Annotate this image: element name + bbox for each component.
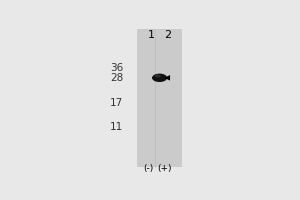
Text: (-): (-): [143, 164, 153, 173]
Text: 36: 36: [110, 63, 124, 73]
Polygon shape: [164, 75, 170, 81]
Ellipse shape: [155, 74, 161, 77]
Text: (+): (+): [157, 164, 172, 173]
Text: 17: 17: [110, 98, 124, 108]
Ellipse shape: [152, 74, 167, 82]
Bar: [137, 29, 182, 167]
Text: 1: 1: [148, 30, 155, 40]
Text: 2: 2: [164, 30, 171, 40]
Text: 28: 28: [110, 73, 124, 83]
Text: 11: 11: [110, 122, 124, 132]
